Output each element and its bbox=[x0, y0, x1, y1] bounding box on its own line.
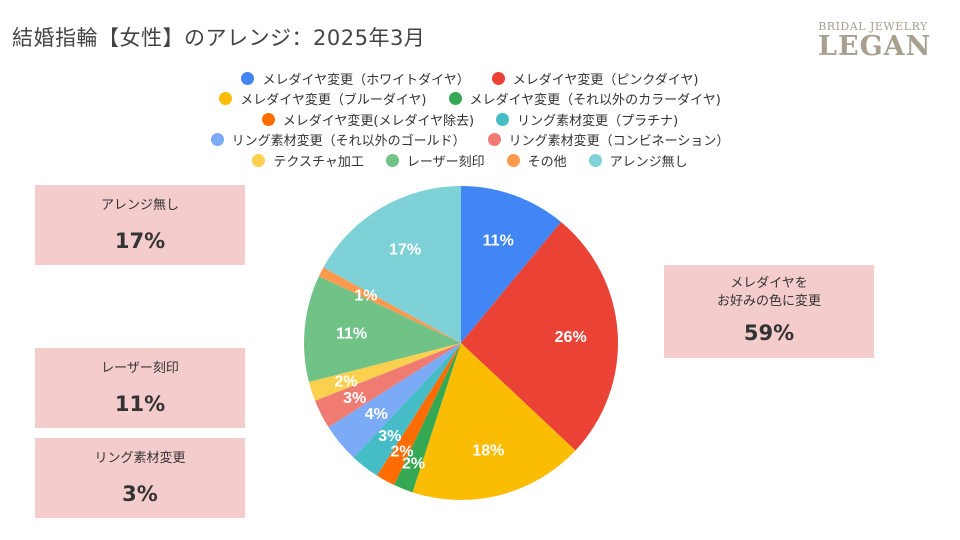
pie-slice bbox=[328, 343, 461, 458]
legend-item: メレダイヤ変更（ホワイトダイヤ） bbox=[241, 69, 470, 88]
legend-item: リング素材変更（プラチナ) bbox=[496, 110, 678, 129]
legend-row: メレダイヤ変更（ホワイトダイヤ） メレダイヤ変更（ピンクダイヤ) bbox=[150, 68, 790, 89]
legend-item: その他 bbox=[506, 151, 567, 170]
legend-marker-icon bbox=[491, 71, 505, 85]
pie-slice bbox=[394, 343, 461, 493]
legend-item: メレダイヤ変更(メレダイヤ除去) bbox=[261, 110, 475, 129]
pie-data-label: 11% bbox=[483, 233, 514, 250]
pie-data-label: 4% bbox=[365, 406, 388, 423]
callout-value: 11% bbox=[114, 392, 166, 416]
pie-slice bbox=[315, 343, 461, 428]
callout-label: アレンジ無し bbox=[100, 198, 179, 213]
pie-slice bbox=[304, 276, 461, 383]
callout-laser-engraving: レーザー刻印 11% bbox=[35, 348, 245, 428]
callout-value: 17% bbox=[114, 229, 166, 253]
legend-label: リング素材変更（それ以外のゴールド） bbox=[231, 134, 466, 150]
legend-row: テクスチャ加工 レーザー刻印 その他 アレンジ無し bbox=[150, 150, 790, 171]
legend-item: リング素材変更（それ以外のゴールド） bbox=[210, 130, 466, 150]
page-title: 結婚指輪【女性】のアレンジ：2025年3月 bbox=[12, 26, 426, 50]
legend-item: メレダイヤ変更（それ以外のカラーダイヤ) bbox=[448, 89, 721, 109]
legend-label: メレダイヤ変更(メレダイヤ除去) bbox=[282, 113, 475, 129]
callout-value: 3% bbox=[122, 482, 158, 506]
legend-item: メレダイヤ変更（ブルーダイヤ) bbox=[219, 89, 427, 109]
callout-label: レーザー刻印 bbox=[101, 361, 179, 376]
legend-label: メレダイヤ変更（ブルーダイヤ) bbox=[240, 93, 427, 109]
legend-label: メレダイヤ変更（それ以外のカラーダイヤ) bbox=[469, 93, 721, 109]
legend-marker-icon bbox=[496, 112, 510, 126]
pie-data-label: 1% bbox=[354, 288, 377, 305]
pie-slice bbox=[308, 343, 461, 401]
pie-data-label: 18% bbox=[472, 442, 504, 459]
legend-marker-icon bbox=[210, 133, 224, 147]
pie-data-label: 3% bbox=[378, 428, 401, 445]
callout-label-line1: メレダイヤを bbox=[730, 276, 808, 291]
pie-slice bbox=[461, 186, 562, 343]
legend-label: アレンジ無し bbox=[609, 154, 688, 170]
pie-slice bbox=[376, 343, 461, 486]
legend-marker-icon bbox=[506, 153, 520, 167]
legend-marker-icon bbox=[588, 153, 602, 167]
legend-label: メレダイヤ変更（ホワイトダイヤ） bbox=[262, 72, 470, 88]
legend-item: アレンジ無し bbox=[588, 151, 688, 170]
legend-marker-icon bbox=[448, 92, 462, 106]
legend-label: メレダイヤ変更（ピンクダイヤ) bbox=[512, 72, 699, 88]
pie-slice bbox=[323, 186, 461, 343]
legend-marker-icon bbox=[261, 112, 275, 126]
pie-slice bbox=[412, 343, 576, 501]
callout-value: 59% bbox=[743, 321, 795, 345]
legend-label: リング素材変更（コンビネーション） bbox=[508, 134, 730, 150]
pie-data-label: 26% bbox=[555, 329, 587, 346]
legend-marker-icon bbox=[241, 71, 255, 85]
pie-data-label: 17% bbox=[389, 241, 421, 258]
callout-label: リング素材変更 bbox=[94, 451, 186, 466]
legend-row: メレダイヤ変更（ブルーダイヤ) メレダイヤ変更（それ以外のカラーダイヤ) bbox=[150, 89, 790, 110]
legend-marker-icon bbox=[385, 153, 399, 167]
pie-data-label: 3% bbox=[343, 390, 366, 407]
pie-data-label: 2% bbox=[334, 373, 357, 390]
pie-data-label: 2% bbox=[390, 443, 413, 460]
pie-slice bbox=[318, 267, 461, 343]
legend-marker-icon bbox=[487, 133, 501, 147]
callout-no-arrange: アレンジ無し 17% bbox=[35, 185, 245, 265]
legend-label: その他 bbox=[527, 154, 567, 170]
legend-row: メレダイヤ変更(メレダイヤ除去) リング素材変更（プラチナ) bbox=[150, 109, 790, 130]
legend-label: レーザー刻印 bbox=[406, 154, 485, 170]
legend-marker-icon bbox=[219, 92, 233, 106]
legend-item: リング素材変更（コンビネーション） bbox=[487, 130, 730, 150]
legend-item: レーザー刻印 bbox=[385, 151, 485, 170]
logo-name: LEGAN bbox=[818, 31, 932, 62]
callout-label: メレダイヤを お好みの色に変更 bbox=[664, 275, 874, 311]
pie-slice bbox=[461, 222, 618, 451]
legend-label: リング素材変更（プラチナ) bbox=[517, 113, 679, 129]
legend-row: リング素材変更（それ以外のゴールド） リング素材変更（コンビネーション） bbox=[150, 130, 790, 151]
pie-slice bbox=[353, 343, 461, 476]
callout-ring-material: リング素材変更 3% bbox=[35, 438, 245, 518]
legend-item: メレダイヤ変更（ピンクダイヤ) bbox=[491, 69, 699, 88]
logo-subtitle: BRIDAL JEWELRY bbox=[818, 20, 928, 33]
callout-label-line2: お好みの色に変更 bbox=[716, 294, 821, 309]
legend-item: テクスチャ加工 bbox=[252, 151, 364, 170]
legend-marker-icon bbox=[252, 153, 266, 167]
callout-melee-color: メレダイヤを お好みの色に変更 59% bbox=[664, 265, 874, 358]
legend-label: テクスチャ加工 bbox=[273, 154, 364, 170]
pie-data-label: 11% bbox=[336, 326, 367, 343]
pie-data-label: 2% bbox=[402, 456, 425, 473]
brand-logo: BRIDAL JEWELRY LEGAN bbox=[818, 20, 932, 62]
chart-legend: メレダイヤ変更（ホワイトダイヤ） メレダイヤ変更（ピンクダイヤ) メレダイヤ変更（ブ… bbox=[150, 68, 790, 171]
